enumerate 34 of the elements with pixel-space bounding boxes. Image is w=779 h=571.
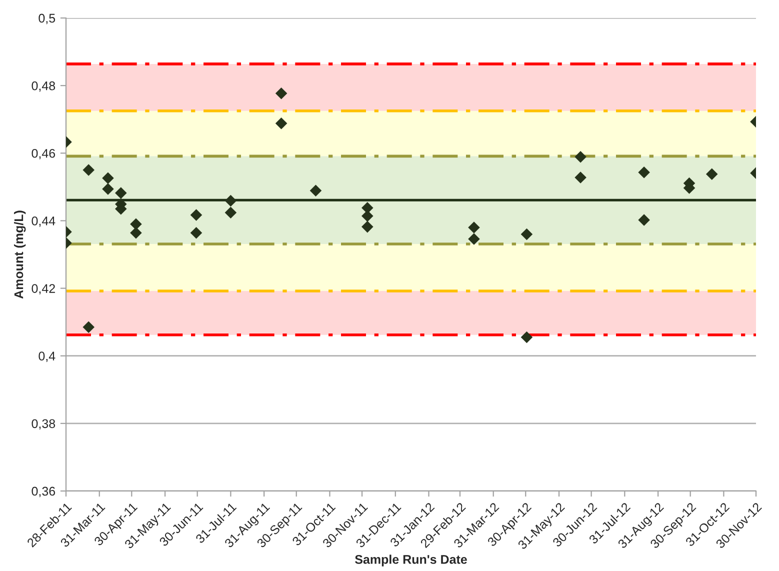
point — [224, 194, 237, 207]
point — [468, 233, 480, 245]
y-tick-label: 0,42 — [32, 284, 55, 294]
y-tick-label: 0,46 — [32, 148, 56, 160]
point — [82, 164, 94, 176]
point — [275, 87, 288, 100]
point — [224, 206, 237, 218]
y-tick-label: 0,4 — [38, 352, 56, 362]
point — [520, 228, 533, 240]
point — [130, 218, 142, 230]
point — [520, 331, 533, 344]
y-tick-label: 0,36 — [32, 486, 56, 498]
y-tick-label: 0,38 — [32, 419, 56, 430]
y-tick-label: 0,48 — [32, 81, 56, 92]
point — [115, 187, 127, 199]
point — [82, 321, 94, 334]
point — [362, 210, 374, 222]
point — [638, 214, 650, 226]
point — [310, 184, 322, 197]
point — [638, 166, 650, 178]
point — [190, 209, 202, 221]
y-tick-label: 0,5 — [38, 14, 56, 24]
x-axis-title: Sample Run's Date — [355, 554, 467, 566]
y-tick-label: 0,44 — [32, 216, 56, 227]
point — [190, 226, 202, 239]
point — [102, 172, 114, 184]
point — [706, 168, 718, 180]
point — [362, 220, 374, 233]
point — [574, 150, 586, 163]
point — [102, 183, 114, 195]
point — [574, 172, 586, 184]
y-axis-title: Amount (mg/L) — [14, 210, 26, 299]
point — [468, 222, 480, 234]
point — [275, 118, 288, 130]
